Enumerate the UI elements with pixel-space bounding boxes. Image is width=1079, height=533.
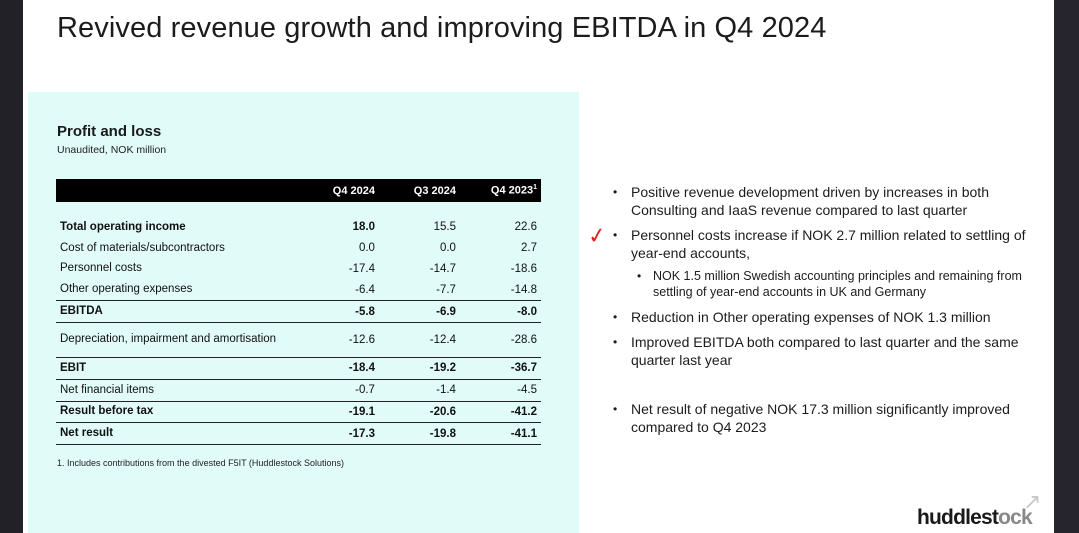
header-q4-2024: Q4 2024 xyxy=(307,179,379,202)
red-handwritten-check-icon: ✓ xyxy=(586,222,609,251)
slide-title: Revived revenue growth and improving EBI… xyxy=(57,12,827,44)
table-row: Depreciation, impairment and amortisatio… xyxy=(56,322,541,358)
arrow-up-right-icon: ↗ xyxy=(1023,490,1042,515)
table-header-row: Q4 2024 Q3 2024 Q4 20231 xyxy=(56,179,541,202)
right-window-edge xyxy=(1054,0,1079,533)
cell-value: -41.1 xyxy=(459,422,541,446)
table-row: Cost of materials/subcontractors 0.0 0.0… xyxy=(56,238,541,259)
left-window-edge xyxy=(0,0,23,533)
section-title: Profit and loss xyxy=(57,123,162,140)
table-row: EBIT -18.4 -19.2 -36.7 xyxy=(56,357,541,380)
cell-value: 22.6 xyxy=(514,221,537,234)
row-label: Personnel costs xyxy=(60,262,142,275)
profit-loss-panel: Profit and loss Unaudited, NOK million Q… xyxy=(28,92,579,533)
row-label: Other operating expenses xyxy=(56,279,308,302)
cell-value: -4.5 xyxy=(459,379,541,402)
footnote-marker: 1 xyxy=(533,184,537,192)
row-label: Result before tax xyxy=(56,401,308,424)
header-q4-2023: Q4 20231 xyxy=(459,179,541,202)
table-row: Personnel costs -17.4 -14.7 -18.6 xyxy=(56,259,541,280)
table-row: EBITDA -5.8 -6.9 -8.0 xyxy=(56,300,541,323)
cell-value: -17.3 xyxy=(307,422,379,446)
cell-value: -19.2 xyxy=(378,357,460,380)
cell-value: -19.1 xyxy=(307,401,379,424)
bullet-item: Reduction in Other operating expenses of… xyxy=(613,308,1043,326)
cell-value: -41.2 xyxy=(459,401,541,424)
cell-value: -0.7 xyxy=(307,379,379,402)
header-q3-2024: Q3 2024 xyxy=(378,179,460,202)
sub-bullet-item: NOK 1.5 million Swedish accounting princ… xyxy=(637,268,1043,300)
cell-value: -7.7 xyxy=(378,279,460,302)
cell-value: -18.6 xyxy=(510,262,537,275)
bullet-item: Positive revenue development driven by i… xyxy=(613,183,1043,219)
row-label: EBIT xyxy=(56,357,308,380)
row-label: Total operating income xyxy=(60,220,186,233)
slide: Revived revenue growth and improving EBI… xyxy=(23,0,1054,533)
cell-value: -19.8 xyxy=(378,422,460,446)
table-row: Net financial items -0.7 -1.4 -4.5 xyxy=(56,379,541,402)
cell-value: -1.4 xyxy=(378,379,460,402)
row-label: EBITDA xyxy=(56,300,308,323)
table-row: Result before tax -19.1 -20.6 -41.2 xyxy=(56,401,541,424)
cell-value: -18.4 xyxy=(307,357,379,380)
company-logo: huddlestock xyxy=(917,506,1033,529)
cell-value: -14.8 xyxy=(459,279,541,302)
cell-value: -14.7 xyxy=(429,262,456,275)
bullet-item: Improved EBITDA both compared to last qu… xyxy=(613,333,1043,369)
bullet-item: Personnel costs increase if NOK 2.7 mill… xyxy=(613,226,1043,262)
cell-value: 18.0 xyxy=(352,221,375,234)
cell-value: -20.6 xyxy=(378,401,460,424)
cell-value: -8.0 xyxy=(459,300,541,323)
row-label: Depreciation, impairment and amortisatio… xyxy=(56,322,308,358)
cell-value: -6.4 xyxy=(307,279,379,302)
cell-value: -36.7 xyxy=(459,357,541,380)
row-label: Net financial items xyxy=(56,379,308,402)
profit-loss-table: Q4 2024 Q3 2024 Q4 20231 Total operating… xyxy=(56,179,541,446)
spacer-row xyxy=(56,202,541,217)
cell-value: -6.9 xyxy=(378,300,460,323)
commentary-bullets: Positive revenue development driven by i… xyxy=(613,183,1043,436)
cell-value: -12.6 xyxy=(307,322,379,358)
cell-value: -12.4 xyxy=(378,322,460,358)
table-row: Other operating expenses -6.4 -7.7 -14.8 xyxy=(56,279,541,302)
cell-value: 15.5 xyxy=(433,221,456,234)
header-label-cell xyxy=(56,179,308,202)
cell-value: 0.0 xyxy=(358,242,375,255)
section-subtitle: Unaudited, NOK million xyxy=(57,144,167,156)
table-row: Net result -17.3 -19.8 -41.1 xyxy=(56,422,541,446)
cell-value: 2.7 xyxy=(521,242,537,255)
row-label: Cost of materials/subcontractors xyxy=(60,241,225,254)
cell-value: -17.4 xyxy=(348,262,375,275)
row-label: Net result xyxy=(56,422,308,446)
bullet-item: Net result of negative NOK 17.3 million … xyxy=(613,400,1043,436)
cell-value: 0.0 xyxy=(439,242,456,255)
table-footnote: 1. Includes contributions from the dives… xyxy=(57,458,344,468)
cell-value: -28.6 xyxy=(459,322,541,358)
table-row: Total operating income 18.0 15.5 22.6 xyxy=(56,217,541,238)
cell-value: -5.8 xyxy=(307,300,379,323)
